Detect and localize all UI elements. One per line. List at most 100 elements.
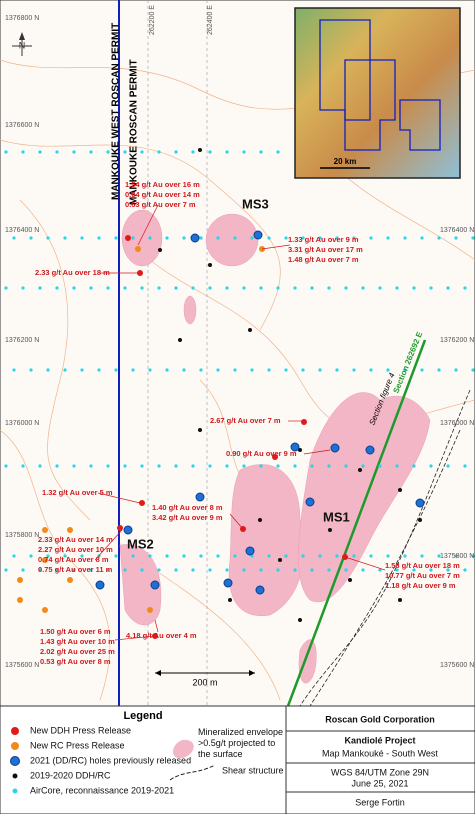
aircore-hole (267, 236, 271, 240)
assay-label: 3.31 g/t Au over 17 m (288, 245, 363, 254)
ddh-rc-hole (298, 618, 302, 622)
aircore-hole (55, 150, 59, 154)
aircore-hole (369, 554, 373, 558)
assay-label: 0.74 g/t Au over 8 m (38, 555, 109, 564)
aircore-hole (21, 150, 25, 154)
aircore-hole (72, 568, 76, 572)
rc-hole (67, 577, 73, 583)
aircore-hole (55, 568, 59, 572)
aircore-hole (148, 554, 152, 558)
ddh-rc-hole (158, 248, 162, 252)
legend-label: New DDH Press Release (30, 725, 131, 735)
author: Serge Fortin (355, 797, 405, 807)
aircore-hole (259, 568, 263, 572)
ddh-rc-hole (398, 598, 402, 602)
aircore-hole (403, 368, 407, 372)
section-line (286, 339, 427, 707)
aircore-hole (140, 464, 144, 468)
permit-label: MANKOUKE WEST ROSCAN PERMIT (111, 23, 122, 200)
aircore-hole (233, 368, 237, 372)
aircore-hole (471, 554, 475, 558)
aircore-hole (369, 368, 373, 372)
prev-hole (415, 498, 425, 508)
aircore-hole (63, 368, 67, 372)
aircore-hole (131, 368, 135, 372)
ddh-rc-hole (178, 338, 182, 342)
zone-label: MS2 (127, 536, 154, 551)
aircore-hole (182, 236, 186, 240)
easting-label: 262200 E (149, 5, 156, 35)
aircore-hole (471, 368, 475, 372)
aircore-hole (361, 464, 365, 468)
prev-hole (195, 492, 205, 502)
legend-shear-swatch (169, 764, 216, 781)
aircore-hole (225, 568, 229, 572)
prev-hole (330, 443, 340, 453)
aircore-hole (157, 150, 161, 154)
aircore-hole (335, 368, 339, 372)
prev-hole (290, 442, 300, 452)
aircore-hole (429, 568, 433, 572)
aircore-hole (216, 368, 220, 372)
prev-hole (223, 578, 233, 588)
datum: WGS 84/UTM Zone 29N (331, 767, 429, 777)
northing-label: 1376400 N (5, 227, 39, 234)
ddh-rc-hole (418, 518, 422, 522)
aircore-hole (344, 286, 348, 290)
aircore-hole (386, 236, 390, 240)
aircore-hole (89, 150, 93, 154)
aircore-hole (454, 368, 458, 372)
aircore-hole (38, 286, 42, 290)
legend-label: 2019-2020 DDH/RC (30, 770, 111, 780)
assay-label: 10.77 g/t Au over 7 m (385, 571, 460, 580)
assay-label: 1.43 g/t Au over 10 m (40, 637, 115, 646)
aircore-hole (327, 464, 331, 468)
aircore-hole (12, 368, 16, 372)
aircore-hole (437, 554, 441, 558)
northing-label: 1375600 N (440, 662, 474, 669)
prev-hole (190, 233, 200, 243)
aircore-hole (446, 286, 450, 290)
aircore-hole (208, 150, 212, 154)
ddh-rc-hole (198, 148, 202, 152)
north-arrow (12, 32, 32, 56)
assay-label: 0.75 g/t Au over 11 m (38, 565, 113, 574)
leader (137, 204, 159, 246)
aircore-hole (208, 464, 212, 468)
aircore-hole (429, 464, 433, 468)
aircore-hole (284, 368, 288, 372)
rc-hole (42, 527, 48, 533)
legend-label: New RC Press Release (30, 740, 125, 750)
aircore-hole (250, 236, 254, 240)
rc-hole (42, 557, 48, 563)
assay-label: 2.67 g/t Au over 7 m (210, 416, 281, 425)
aircore-hole (352, 554, 356, 558)
aircore-hole (131, 236, 135, 240)
aircore-hole (80, 236, 84, 240)
north-label: N (19, 40, 26, 50)
aircore-hole (310, 286, 314, 290)
aircore-hole (63, 236, 67, 240)
aircore-hole (378, 464, 382, 468)
ddh-hole (301, 419, 307, 425)
aircore-hole (89, 568, 93, 572)
prev-hole (123, 525, 133, 535)
leader (97, 492, 141, 504)
aircore-hole (174, 286, 178, 290)
aircore-hole (225, 464, 229, 468)
leader (229, 513, 244, 530)
aircore-hole (140, 568, 144, 572)
leader (344, 556, 386, 571)
aircore-hole (233, 236, 237, 240)
aircore-hole (335, 554, 339, 558)
northing-label: 1375600 N (5, 662, 39, 669)
aircore-hole (114, 368, 118, 372)
aircore-hole (293, 568, 297, 572)
ddh-rc-hole (358, 468, 362, 472)
assay-label: 1.33 g/t Au over 9 m (288, 235, 359, 244)
leader (261, 244, 291, 250)
northing-label: 1376800 N (5, 15, 39, 22)
assay-label: 2.02 g/t Au over 25 m (40, 647, 115, 656)
aircore-hole (301, 554, 305, 558)
aircore-hole (123, 568, 127, 572)
